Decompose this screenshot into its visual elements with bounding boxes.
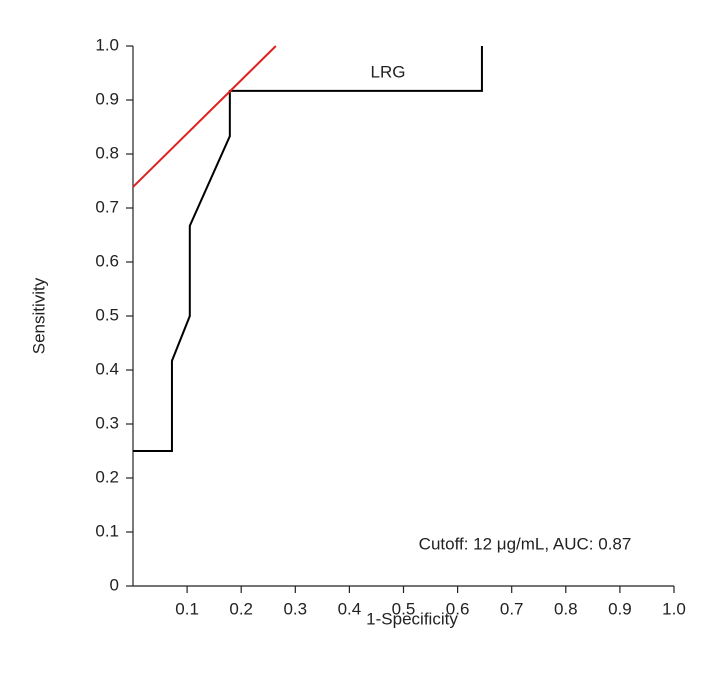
x-axis-label: 1-Specificity [366,609,458,628]
y-tick-label: 0.1 [95,521,119,540]
y-tick-label: 0.4 [95,359,119,378]
y-tick-label: 0 [110,575,119,594]
y-tick-label: 0.2 [95,467,119,486]
y-tick-label: 0.3 [95,413,119,432]
y-tick-label: 0.5 [95,305,119,324]
annotation: Cutoff: 12 μg/mL, AUC: 0.87 [419,534,632,553]
y-tick-label: 0.9 [95,89,119,108]
y-tick-label: 0.8 [95,143,119,162]
x-tick-label: 0.6 [446,599,470,618]
series-line [132,45,277,188]
x-tick-label: 0.7 [500,599,524,618]
x-tick-label: 0.2 [229,599,253,618]
series-line [133,46,483,452]
series-label: LRG [371,62,406,81]
x-tick-label: 0.9 [608,599,632,618]
x-tick-label: 0.3 [283,599,307,618]
y-tick-label: 0.6 [95,251,119,270]
x-tick-label: 0.8 [554,599,578,618]
y-axis-label: Sensitivity [29,277,48,354]
x-tick-label: 1.0 [662,599,686,618]
x-tick-label: 0.5 [392,599,416,618]
y-tick-label: 1.0 [95,35,119,54]
x-tick-label: 0.4 [338,599,362,618]
x-tick-label: 0.1 [175,599,199,618]
y-tick-label: 0.7 [95,197,119,216]
